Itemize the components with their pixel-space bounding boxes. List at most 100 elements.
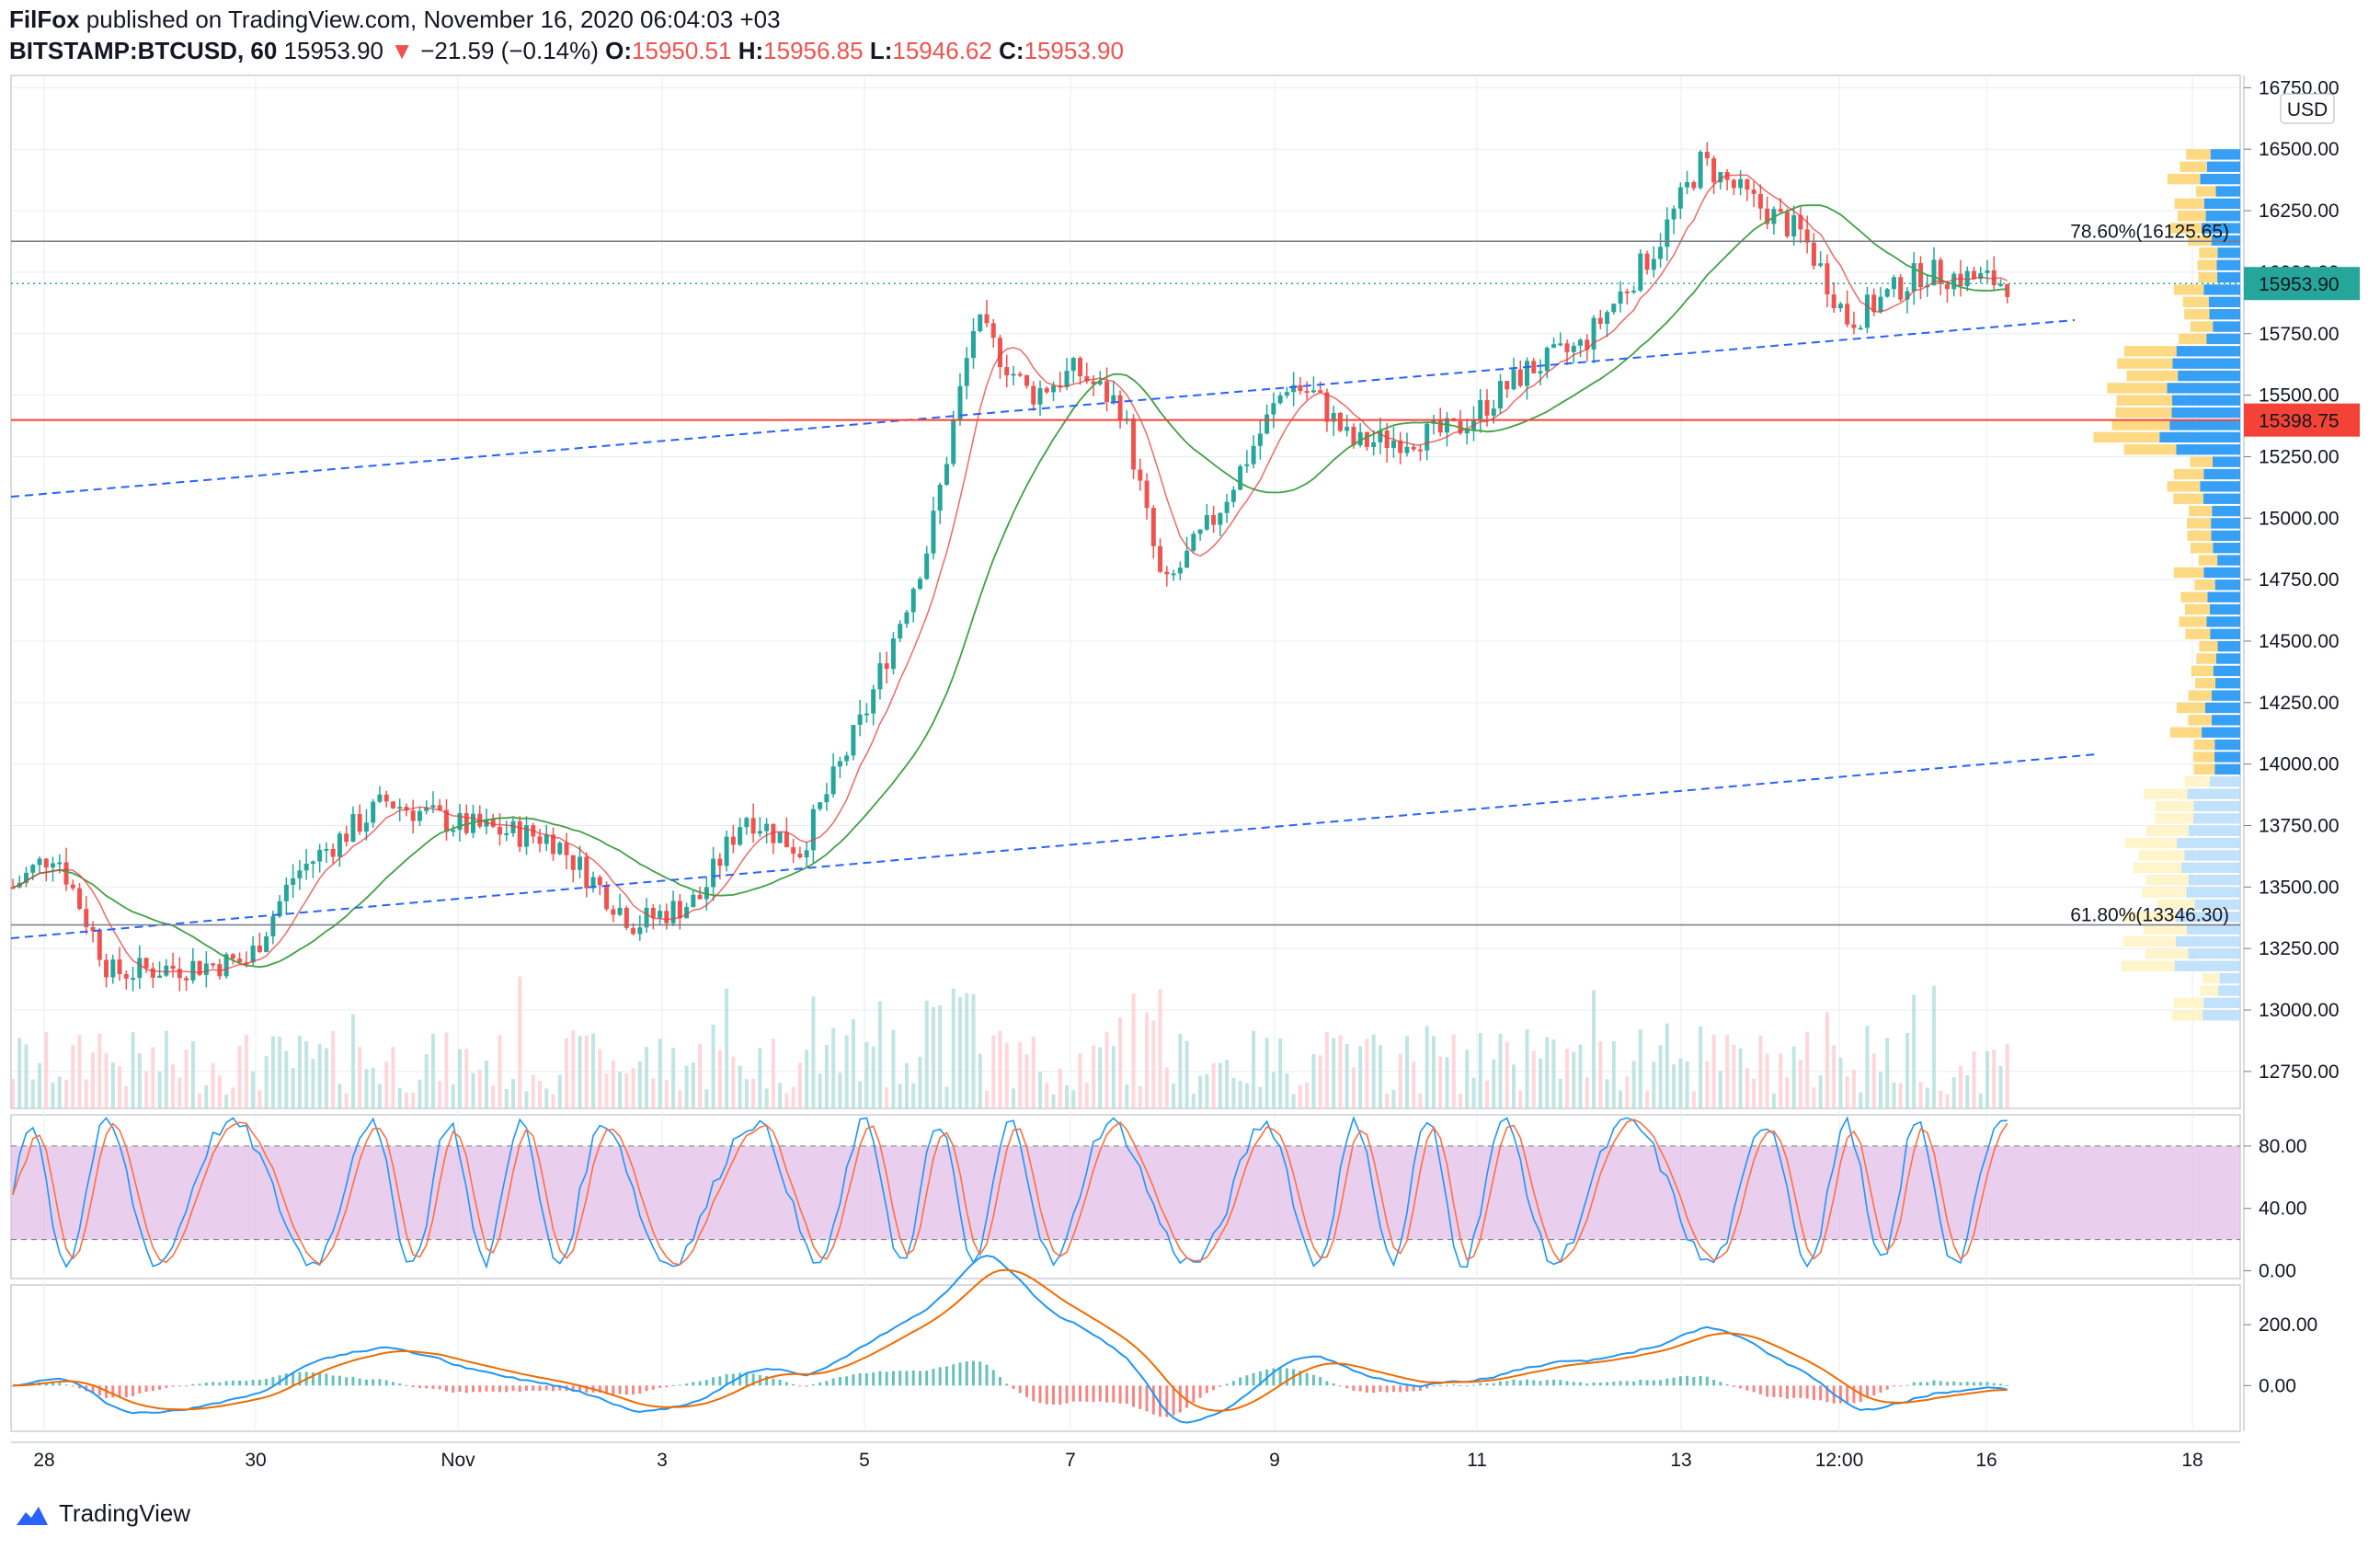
profile-yellow-bar [2145,948,2189,959]
candle-body [123,974,129,979]
candle-body [1497,381,1503,409]
volume-bar [1678,1058,1683,1108]
candle-body [437,805,442,810]
tradingview-logo[interactable]: TradingView [11,1499,190,1528]
candle-body [90,926,96,932]
volume-bar [1685,1061,1689,1108]
volume-bar [944,1086,949,1108]
volume-bar [217,1075,222,1108]
volume-bar [725,988,729,1108]
macd-histogram-bar [751,1373,755,1386]
profile-yellow-bar [2184,309,2210,320]
volume-bar [778,1083,783,1108]
candle-body [297,870,303,878]
candle-body [1997,283,2003,286]
profile-blue-bar [2214,739,2240,751]
profile-blue-bar [2203,468,2240,480]
volume-bar [44,1032,49,1108]
volume-bar [1518,1090,1523,1108]
candle-body [1257,433,1263,446]
candle-body [1791,214,1797,237]
macd-histogram-bar [1425,1385,1429,1389]
candle-body [1351,426,1356,446]
macd-histogram-bar [558,1385,562,1391]
candle-body [1411,446,1416,450]
volume-bar [137,1053,142,1108]
candle-body [1164,571,1170,575]
macd-histogram-bar [698,1381,702,1386]
volume-bar [1745,1068,1749,1108]
stoch-y-tick-label: 80.00 [2259,1136,2307,1157]
macd-histogram-bar [1132,1385,1136,1407]
volume-bar [578,1036,582,1108]
volume-bar [1871,1053,1876,1108]
candle-body [1484,399,1490,416]
profile-blue-bar [2219,972,2240,984]
macd-histogram-bar [1465,1385,1469,1387]
macd-histogram-bar [1338,1385,1342,1387]
volume-bar [198,1093,202,1108]
candle-body [658,911,663,918]
profile-yellow-bar [2173,284,2204,295]
profile-yellow-bar [2143,924,2188,935]
candle-body [791,847,796,855]
stoch-band [11,1145,2240,1240]
y-tick-label: 13250.00 [2259,938,2340,959]
candle-body [1310,390,1316,393]
candle-body [310,861,315,864]
profile-yellow-bar [2194,678,2216,689]
volume-bar [957,996,962,1108]
macd-histogram-bar [925,1371,929,1386]
candle-body [1158,545,1163,572]
macd-histogram-bar [878,1371,882,1386]
candle-body [1591,317,1596,350]
profile-yellow-bar [2111,419,2170,430]
macd-histogram-bar [1812,1385,1815,1401]
candle-body [1511,369,1516,390]
candle-body [1284,392,1289,396]
macd-histogram-bar [991,1370,995,1386]
currency-badge-box[interactable] [2280,93,2335,124]
main-pane-border [10,75,2241,1109]
macd-histogram-bar [511,1385,515,1392]
x-tick-label: 28 [33,1450,54,1471]
macd-histogram-bar [78,1385,82,1389]
y-tick-label: 14500.00 [2259,631,2340,652]
candle-body [1911,263,1917,292]
candle-body [164,965,169,976]
volume-bar [1859,1092,1863,1108]
macd-histogram-bar [1652,1380,1655,1386]
macd-histogram-bar [1139,1385,1142,1409]
author-name[interactable]: FilFox [9,6,80,33]
profile-yellow-bar [2123,912,2176,923]
candle-body [1150,508,1156,546]
macd-histogram-bar [1118,1385,1122,1404]
currency-badge[interactable]: USD [2287,99,2328,120]
x-tick-label: Nov [441,1450,475,1471]
profile-blue-bar [2205,702,2240,714]
profile-blue-bar [2211,715,2240,726]
volume-bar [1851,1069,1856,1108]
macd-histogram-bar [978,1361,982,1386]
profile-blue-bar [2209,309,2240,320]
volume-bar [391,1047,395,1108]
y-tick-label: 15000.00 [2259,508,2340,529]
macd-histogram-bar [2006,1384,2009,1386]
candle-body [1825,263,1830,295]
candle-body [617,907,623,915]
macd-histogram-bar [1212,1385,1216,1391]
candle-body [637,927,643,935]
volume-bar [411,1092,416,1108]
macd-histogram-bar [1592,1382,1596,1386]
volume-bar [998,1030,1002,1108]
volume-bar [1365,1038,1369,1108]
candle-body [237,958,243,963]
macd-histogram-bar [345,1377,349,1386]
candle-body [1425,423,1430,451]
macd-histogram-bar [1058,1385,1062,1406]
macd-histogram-bar [1932,1380,1936,1386]
macd-histogram-bar [425,1385,429,1389]
candle-body [1011,373,1016,376]
volume-bar [1785,1077,1790,1108]
